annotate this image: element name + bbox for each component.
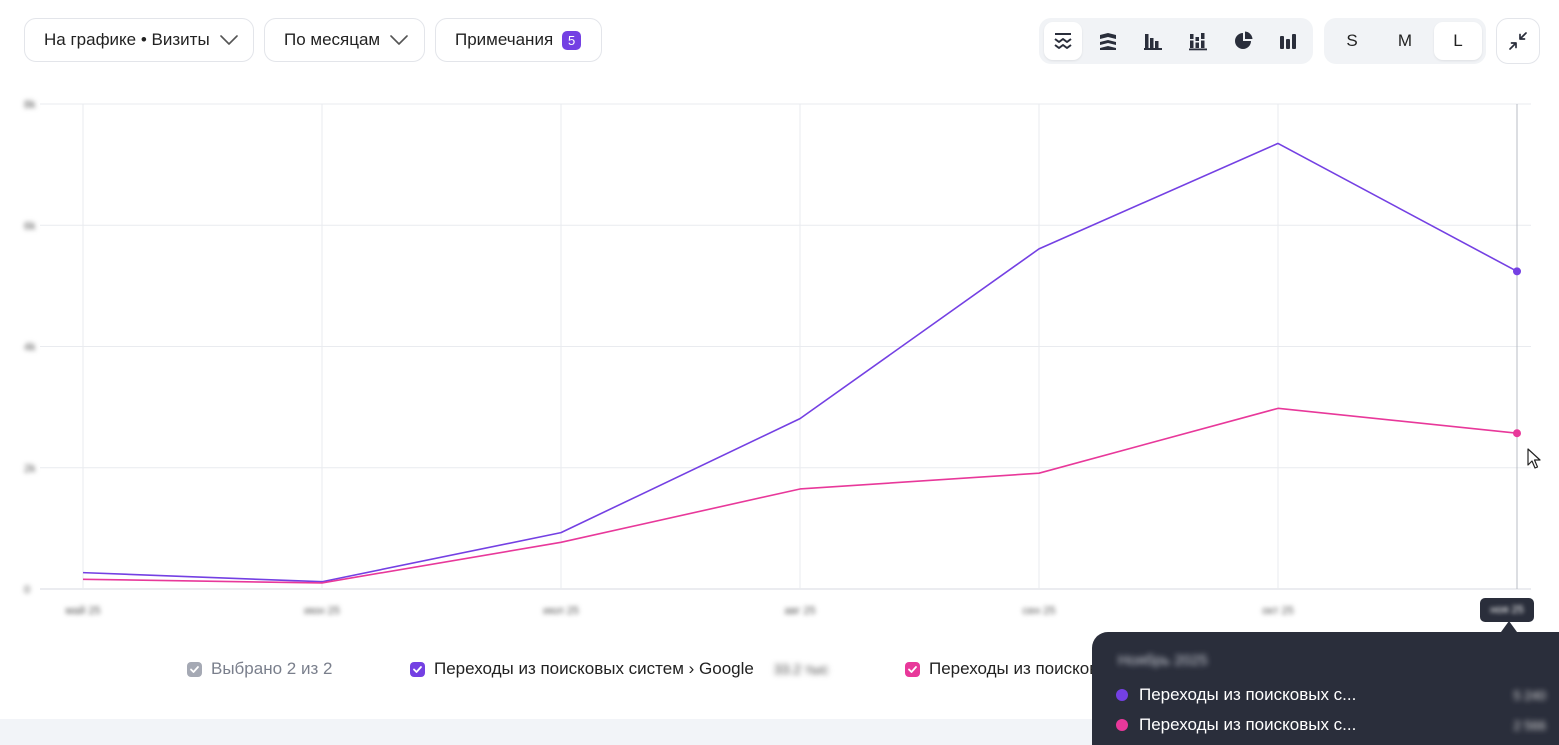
chevron-down-icon <box>219 35 238 45</box>
size-switcher: S M L <box>1324 18 1486 64</box>
legend-select-all[interactable]: Выбрано 2 из 2 <box>187 658 332 680</box>
bar-chart-icon <box>1144 34 1162 50</box>
column-chart-button[interactable] <box>1269 22 1307 60</box>
pie-chart-icon <box>1235 31 1253 49</box>
line-chart-button[interactable] <box>1044 22 1082 60</box>
legend-item-google[interactable]: Переходы из поисковых систем › Google 33… <box>410 658 828 680</box>
series-line-1 <box>82 142 1518 583</box>
tooltip-title: Ноябрь 2025 <box>1118 652 1208 669</box>
stacked-bar-icon <box>1189 33 1207 51</box>
line-chart[interactable]: 0 2k 4k 6k 8k май 25 июн 25 июл 25 авг 25 сен 25 о… <box>0 0 1559 640</box>
legend-item-value: 33.2 тыс <box>773 661 829 677</box>
series-line-2 <box>82 407 1518 584</box>
metric-dropdown-label: На графике • Визиты <box>44 30 210 49</box>
series-dot-icon <box>1116 719 1128 731</box>
metric-dropdown[interactable]: На графике • Визиты <box>24 18 254 62</box>
checkbox-icon <box>187 661 202 677</box>
stacked-bar-button[interactable] <box>1179 22 1217 60</box>
collapse-icon <box>1509 32 1527 50</box>
notes-label: Примечания <box>455 30 554 49</box>
notes-button[interactable]: Примечания 5 <box>435 18 602 62</box>
chart-axes: 0 2k 4k 6k 8k май 25 июн 25 июл 25 авг 25 сен 25 о… <box>24 99 1294 617</box>
y-tick-label: 8k <box>24 99 36 111</box>
series-hover-point <box>1513 267 1521 276</box>
chevron-down-icon <box>390 35 408 45</box>
x-tick-label: июл 25 <box>543 605 579 617</box>
tooltip-arrow <box>1501 621 1517 632</box>
size-m-button[interactable]: M <box>1397 31 1413 50</box>
x-tick-label: май 25 <box>65 605 100 617</box>
pie-chart-button[interactable] <box>1224 22 1262 60</box>
size-l-button[interactable]: L <box>1434 22 1482 60</box>
mouse-cursor-icon <box>1527 448 1541 469</box>
collapse-button[interactable] <box>1496 18 1540 64</box>
bar-chart-button[interactable] <box>1134 22 1172 60</box>
y-tick-label: 2k <box>24 463 36 475</box>
size-s-button[interactable]: S <box>1346 31 1358 50</box>
chart-series <box>82 142 1521 584</box>
column-chart-icon <box>1280 34 1296 49</box>
y-tick-label: 4k <box>24 342 36 354</box>
series-hover-point <box>1513 429 1521 438</box>
x-axis-hover-label: ноя 25 <box>1480 598 1534 622</box>
period-dropdown[interactable]: По месяцам <box>264 18 425 62</box>
line-chart-icon <box>1054 33 1072 49</box>
series-dot-icon <box>1116 689 1128 701</box>
period-dropdown-label: По месяцам <box>284 30 381 49</box>
stacked-area-icon <box>1100 33 1116 50</box>
tooltip-row-label: Переходы из поисковых с... <box>1139 685 1357 704</box>
tooltip-row-value: 2 566 <box>1513 717 1546 733</box>
legend-selected-label: Выбрано 2 из 2 <box>211 659 333 678</box>
chart-tooltip: Ноябрь 2025 Переходы из поисковых с... 5… <box>1092 632 1559 745</box>
x-axis-hover-text: ноя 25 <box>1490 604 1524 616</box>
chart-type-switcher <box>1039 18 1313 64</box>
chart-grid <box>40 103 1531 590</box>
checkbox-icon <box>410 661 425 677</box>
stacked-area-button[interactable] <box>1089 22 1127 60</box>
x-tick-label: авг 25 <box>784 605 815 617</box>
legend-item-search[interactable]: Переходы из поисково <box>905 658 1108 680</box>
legend-item-label: Переходы из поисково <box>929 659 1108 678</box>
legend-item-label: Переходы из поисковых систем › Google <box>434 659 754 678</box>
checkbox-icon <box>905 661 920 677</box>
tooltip-row: Переходы из поисковых с... 5 240 <box>1116 684 1546 706</box>
y-tick-label: 0 <box>24 584 30 596</box>
notes-count-badge: 5 <box>562 30 582 50</box>
tooltip-row-value: 5 240 <box>1513 687 1546 703</box>
y-tick-label: 6k <box>24 220 36 232</box>
x-tick-label: июн 25 <box>304 605 340 617</box>
tooltip-row-label: Переходы из поисковых с... <box>1139 715 1357 734</box>
x-tick-label: сен 25 <box>1023 605 1056 617</box>
x-tick-label: окт 25 <box>1262 605 1293 617</box>
tooltip-row: Переходы из поисковых с... 2 566 <box>1116 714 1546 736</box>
